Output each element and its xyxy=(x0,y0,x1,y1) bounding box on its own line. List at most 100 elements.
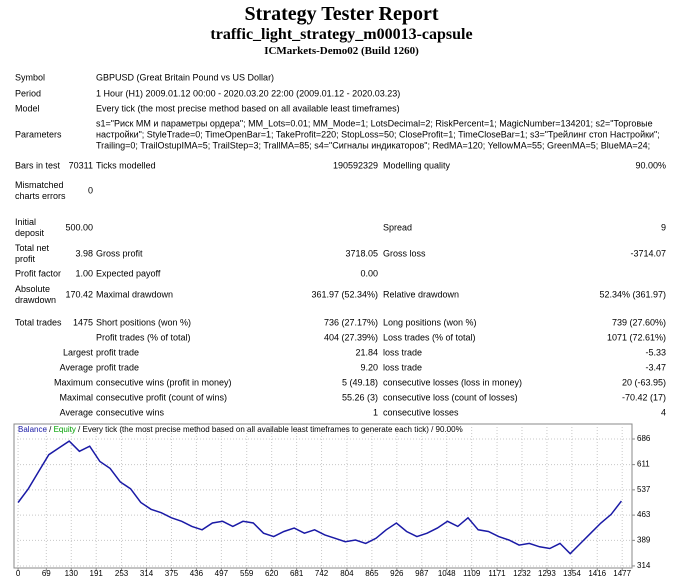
value: 52.34% (361.97) xyxy=(599,289,666,300)
field-label: Ticks modelled xyxy=(96,160,156,171)
report-build: ICMarkets-Demo02 (Build 1260) xyxy=(264,45,419,57)
balance-line xyxy=(17,440,622,555)
chart: 314 389 463 537 611 686 0 69 130 191 253 314 375 436 4… xyxy=(13,423,651,578)
x-tick-label: 681 xyxy=(290,569,304,578)
row-label: Profit factor xyxy=(15,268,62,279)
row-label: Bars in test xyxy=(15,160,61,171)
row-label: Period xyxy=(15,88,42,99)
value: 0 xyxy=(87,185,93,196)
legend-entry: Balance xyxy=(18,425,47,434)
x-tick-label: 0 xyxy=(16,569,21,578)
field-label: Every tick (the most precise method base… xyxy=(96,103,400,114)
value: 1071 (72.61%) xyxy=(606,332,666,343)
value: 3.98 xyxy=(75,248,93,259)
value: 4 xyxy=(660,407,666,418)
value: 736 (27.17%) xyxy=(323,317,378,328)
value: 1475 xyxy=(72,317,93,328)
value: -3714.07 xyxy=(630,248,666,259)
value: 5 (49.18) xyxy=(341,377,378,388)
report-subtitle: traffic_light_strategy_m00013-capsule xyxy=(210,26,473,43)
row-label: Mismatched charts errors xyxy=(15,180,66,201)
x-tick-label: 1354 xyxy=(563,569,581,578)
value: -5.33 xyxy=(645,347,666,358)
y-tick-label: 314 xyxy=(637,561,651,570)
value: 55.26 (3) xyxy=(341,392,378,403)
row-label: Parameters xyxy=(15,129,62,140)
legend-entry: Equity xyxy=(54,425,76,434)
value: -3.47 xyxy=(645,362,666,373)
row-label: Maximum xyxy=(53,377,93,388)
field-label: Spread xyxy=(383,222,413,233)
chart-title: Balance / Equity / Every tick (the most … xyxy=(18,425,463,434)
x-tick-label: 1416 xyxy=(588,569,606,578)
y-tick-label: 537 xyxy=(637,485,651,494)
field-label: consecutive losses (loss in money) xyxy=(383,377,523,388)
field-label: consecutive wins (profit in money) xyxy=(96,377,232,388)
row-label: Symbol xyxy=(15,72,46,83)
field-label: profit trade xyxy=(96,347,140,358)
x-tick-label: 1171 xyxy=(488,569,506,578)
field-label: profit trade xyxy=(96,362,140,373)
field-label: consecutive profit (count of wins) xyxy=(96,392,228,403)
field-label: Expected payoff xyxy=(96,268,161,279)
field-label: s1="Риск ММ и параметры ордера"; MM_Lots… xyxy=(96,118,660,151)
x-tick-label: 69 xyxy=(42,569,51,578)
y-tick-label: 686 xyxy=(637,434,651,443)
x-tick-label: 559 xyxy=(240,569,254,578)
x-tick-label: 987 xyxy=(415,569,429,578)
field-label: Maximal drawdown xyxy=(96,289,174,300)
field-label: loss trade xyxy=(383,347,423,358)
value: 190592329 xyxy=(332,160,378,171)
row-label: Absolute drawdown xyxy=(15,284,57,305)
x-tick-label: 804 xyxy=(340,569,354,578)
y-tick-label: 463 xyxy=(637,510,651,519)
x-tick-label: 130 xyxy=(65,569,79,578)
field-label: loss trade xyxy=(383,362,423,373)
value: 90.00% xyxy=(635,160,666,171)
x-tick-label: 1232 xyxy=(513,569,531,578)
row-label: Average xyxy=(59,362,93,373)
report-title: Strategy Tester Report xyxy=(244,3,439,25)
row-label: Total trades xyxy=(15,317,62,328)
x-tick-label: 253 xyxy=(115,569,129,578)
value: 500.00 xyxy=(65,222,93,233)
field-label: Gross loss xyxy=(383,248,426,259)
value: 1 xyxy=(372,407,378,418)
value: 404 (27.39%) xyxy=(323,332,378,343)
field-label: consecutive loss (count of losses) xyxy=(383,392,518,403)
y-tick-label: 389 xyxy=(637,535,651,544)
field-label: Gross profit xyxy=(96,248,143,259)
row-label: Initial deposit xyxy=(15,217,45,238)
field-label: Loss trades (% of total) xyxy=(383,332,476,343)
x-tick-label: 1109 xyxy=(463,569,481,578)
x-tick-label: 1293 xyxy=(538,569,556,578)
value: 21.84 xyxy=(355,347,378,358)
field-label: Profit trades (% of total) xyxy=(96,332,191,343)
x-tick-label: 314 xyxy=(140,569,154,578)
value: 361.97 (52.34%) xyxy=(311,289,378,300)
value: 20 (-63.95) xyxy=(621,377,666,388)
value: 9.20 xyxy=(360,362,378,373)
x-tick-label: 742 xyxy=(315,569,329,578)
value: -70.42 (17) xyxy=(621,392,666,403)
field-label: Long positions (won %) xyxy=(383,317,477,328)
field-label: consecutive losses xyxy=(383,407,459,418)
field-label: GBPUSD (Great Britain Pound vs US Dollar… xyxy=(96,72,275,83)
x-tick-label: 375 xyxy=(165,569,179,578)
x-tick-label: 620 xyxy=(265,569,279,578)
row-label: Model xyxy=(15,103,40,114)
field-label: Modelling quality xyxy=(383,160,451,171)
field-label: 1 Hour (H1) 2009.01.12 00:00 - 2020.03.2… xyxy=(96,88,401,99)
value: 739 (27.60%) xyxy=(611,317,666,328)
value: 1.00 xyxy=(75,268,93,279)
x-tick-label: 865 xyxy=(365,569,379,578)
x-tick-label: 1477 xyxy=(613,569,631,578)
row-label: Average xyxy=(59,407,93,418)
field-label: Short positions (won %) xyxy=(96,317,192,328)
separator: / xyxy=(47,425,54,434)
y-tick-label: 611 xyxy=(637,460,650,469)
value: 170.42 xyxy=(65,289,93,300)
x-tick-label: 497 xyxy=(215,569,229,578)
row-label: Maximal xyxy=(59,392,93,403)
